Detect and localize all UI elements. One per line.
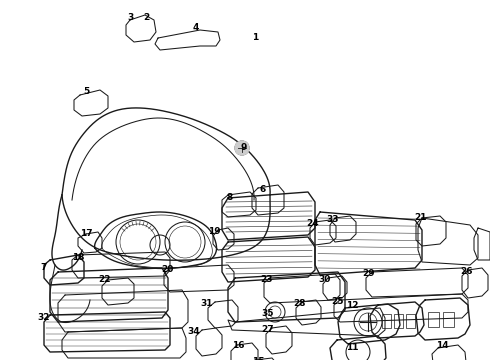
Text: 24: 24	[307, 219, 319, 228]
Text: 2: 2	[143, 13, 149, 22]
Text: 34: 34	[188, 328, 200, 337]
Text: 11: 11	[346, 343, 358, 352]
Text: 4: 4	[193, 23, 199, 32]
Text: 17: 17	[80, 230, 92, 238]
Text: 16: 16	[232, 341, 244, 350]
Text: 23: 23	[260, 275, 272, 284]
Text: 29: 29	[363, 270, 375, 279]
Text: 9: 9	[241, 144, 247, 153]
Bar	[406, 314, 415, 328]
Text: 20: 20	[161, 266, 173, 274]
Text: 26: 26	[460, 266, 472, 275]
Text: 22: 22	[98, 275, 110, 284]
Text: 5: 5	[83, 87, 89, 96]
Text: 33: 33	[327, 215, 339, 224]
Text: 30: 30	[319, 274, 331, 284]
Circle shape	[235, 141, 249, 155]
Text: 8: 8	[227, 193, 233, 202]
Text: 7: 7	[41, 264, 47, 273]
Text: 3: 3	[127, 13, 133, 22]
Text: 1: 1	[252, 33, 258, 42]
Text: 35: 35	[262, 309, 274, 318]
Text: 21: 21	[414, 213, 426, 222]
Text: 27: 27	[262, 325, 274, 334]
Text: 25: 25	[331, 297, 343, 306]
Text: 18: 18	[72, 252, 84, 261]
Text: 15: 15	[252, 357, 264, 360]
Text: 28: 28	[293, 300, 305, 309]
Text: 12: 12	[346, 301, 358, 310]
Bar	[394, 314, 403, 328]
Text: 31: 31	[201, 300, 213, 309]
Text: 32: 32	[38, 314, 50, 323]
Bar	[443, 312, 454, 327]
Text: 19: 19	[208, 228, 220, 237]
Text: 14: 14	[436, 342, 448, 351]
Bar	[382, 314, 391, 328]
Text: 6: 6	[260, 185, 266, 194]
Bar	[428, 312, 439, 327]
